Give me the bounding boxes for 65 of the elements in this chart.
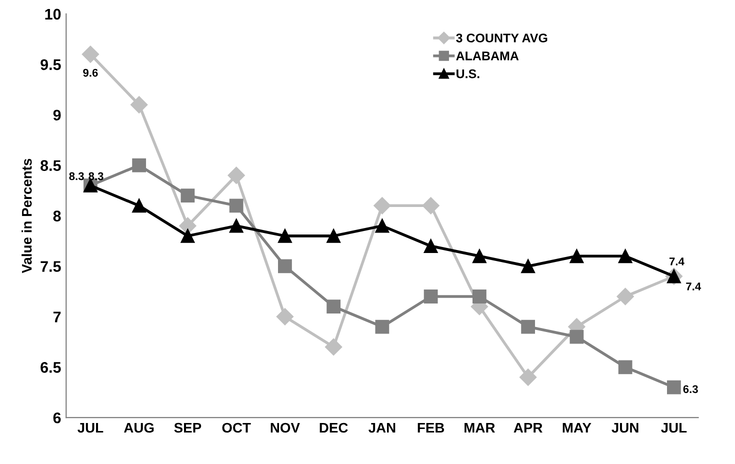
x-tick-label: JAN	[368, 422, 396, 433]
point	[229, 198, 244, 213]
point	[326, 229, 341, 243]
x-tick-label: SEP	[174, 422, 202, 433]
data-label: 7.4	[686, 282, 702, 290]
x-tick-label: JUL	[78, 422, 104, 433]
point	[521, 320, 536, 334]
point	[326, 300, 341, 314]
x-tick-label: NOV	[270, 422, 300, 433]
point	[130, 96, 148, 114]
point	[375, 218, 390, 233]
x-tick-label: APR	[514, 422, 542, 433]
data-label: 7.4	[669, 258, 684, 266]
point	[179, 217, 196, 234]
legend-label: U.S.	[456, 69, 480, 78]
data-label: 6.3	[683, 385, 698, 394]
point	[424, 239, 438, 253]
point	[278, 229, 292, 243]
x-tick-label: JUN	[612, 422, 638, 433]
point	[472, 249, 486, 264]
point	[228, 166, 245, 184]
legend-label: 3 COUNTY AVG	[456, 34, 548, 42]
point	[278, 259, 292, 274]
y-tick-label: 8.5	[40, 160, 61, 171]
point	[666, 380, 681, 394]
point	[618, 360, 632, 374]
y-tick-label: 6.5	[40, 362, 61, 373]
point	[180, 229, 195, 243]
y-tick-label: 7	[53, 312, 61, 322]
point	[374, 197, 391, 214]
y-tick-label: 7.5	[40, 261, 61, 272]
x-tick-label: OCT	[222, 422, 251, 433]
data-label: 8.3	[88, 172, 104, 180]
point	[570, 249, 584, 264]
point	[132, 158, 146, 172]
x-tick-label: FEB	[418, 422, 444, 433]
point	[276, 308, 294, 326]
data-label: 8.3	[69, 172, 84, 180]
y-tick-label: 6	[53, 412, 61, 424]
y-axis-title: Value in Percents	[22, 158, 32, 274]
point	[229, 218, 244, 233]
y-tick-label: 8	[53, 210, 61, 222]
point	[375, 320, 390, 334]
legend-label: ALABAMA	[456, 52, 519, 60]
y-tick-label: 9	[53, 110, 61, 121]
point	[422, 197, 440, 214]
point	[82, 46, 100, 63]
point	[424, 290, 438, 304]
x-tick-label: MAY	[562, 422, 592, 433]
data-label: 9.6	[83, 68, 98, 77]
point	[472, 290, 486, 304]
x-tick-label: JUL	[661, 422, 687, 433]
x-tick-label: MAR	[464, 422, 495, 433]
point	[618, 249, 632, 264]
point	[521, 259, 536, 274]
x-tick-label: DEC	[320, 422, 348, 433]
point	[325, 338, 342, 356]
point	[616, 288, 634, 306]
point	[180, 188, 195, 203]
point	[520, 368, 537, 386]
point	[570, 330, 584, 344]
point	[132, 198, 146, 213]
x-tick-label: AUG	[124, 422, 154, 433]
y-tick-label: 9.5	[40, 59, 61, 70]
y-tick-label: 10	[45, 8, 61, 20]
